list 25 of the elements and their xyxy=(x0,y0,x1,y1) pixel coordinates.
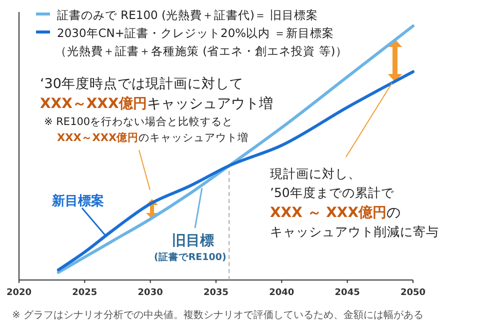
legend-label: 証書のみで RE100 (光熱費＋証書代)＝ 旧目標案 xyxy=(57,8,318,22)
annotation: 旧目標 xyxy=(172,233,214,249)
annotation: 現計画に対し、 xyxy=(270,166,361,181)
x-tick-label: 2035 xyxy=(203,288,229,298)
annotation: (証書でRE100) xyxy=(154,251,226,263)
x-tick-label: 2020 xyxy=(6,288,32,298)
annotation: XXX～XXX億円 xyxy=(40,95,147,112)
annotation: XXX～XXX億円 xyxy=(57,131,139,144)
annotation: （光熱費＋証書＋各種施策 (省エネ・創エネ投資 等)） xyxy=(55,44,348,58)
annotation: ’50年度までの累計で xyxy=(270,185,395,200)
x-tick-label: 2025 xyxy=(72,288,98,298)
x-tick-label: 2040 xyxy=(269,288,294,298)
annotation: XXX ～ XXX億円 xyxy=(270,204,387,221)
legend-label: 2030年CN+証書・クレジット20%以内 ＝新目標案 xyxy=(57,26,334,40)
annotation: 新目標案 xyxy=(51,193,104,209)
annotation: キャッシュアウト増 xyxy=(146,95,273,112)
x-tick-label: 2045 xyxy=(334,288,360,298)
annotation: ※ RE100を行わない場合と比較すると xyxy=(44,115,234,128)
annotation: のキャッシュアウト増 xyxy=(138,131,249,144)
x-tick-label: 2050 xyxy=(400,288,426,298)
annotation: の xyxy=(386,205,401,221)
x-tick-label: 2030 xyxy=(138,288,163,298)
text: ※ グラフはシナリオ分析での中央値。複数シナリオで評価しているため、金額には幅がある xyxy=(12,309,424,321)
annotation: キャッシュアウト削減に寄与 xyxy=(270,224,439,239)
annotation: ‘30年度時点では現計画に対して xyxy=(40,76,244,92)
